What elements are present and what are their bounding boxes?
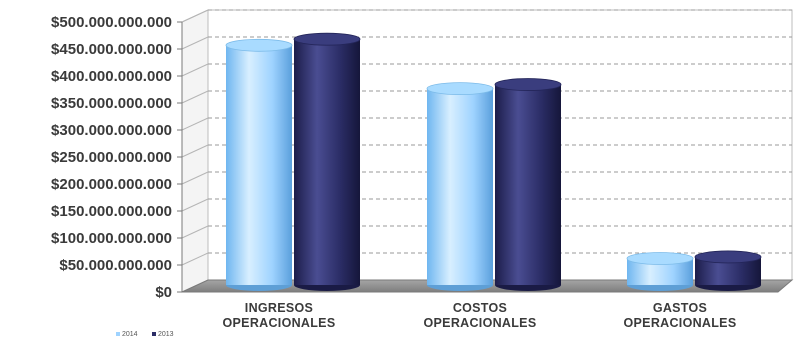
gridline-side bbox=[181, 36, 209, 50]
y-tick-label: $100.000.000.000 bbox=[51, 230, 172, 247]
y-tick-label: $0 bbox=[155, 284, 172, 301]
y-tick-label: $450.000.000.000 bbox=[51, 41, 172, 58]
bar-top bbox=[293, 32, 361, 46]
bar-body bbox=[226, 45, 292, 285]
legend-swatch bbox=[116, 332, 120, 336]
gridline-side bbox=[181, 63, 209, 77]
bar-top bbox=[426, 82, 494, 96]
bar-2014-2 bbox=[426, 82, 494, 291]
y-tick-label: $50.000.000.000 bbox=[59, 257, 172, 274]
gridlines bbox=[181, 9, 792, 266]
bar-top bbox=[626, 252, 694, 265]
legend-label: 2014 bbox=[122, 331, 138, 338]
legend-label: 2013 bbox=[158, 331, 174, 338]
gridline-side bbox=[181, 144, 209, 158]
gridline-side bbox=[181, 198, 209, 212]
x-tick-label: INGRESOS bbox=[245, 301, 313, 315]
bars bbox=[225, 32, 762, 291]
y-tick-label: $300.000.000.000 bbox=[51, 122, 172, 139]
legend: 2014 2013 bbox=[116, 331, 174, 338]
bar-body bbox=[427, 88, 493, 286]
bar-top bbox=[694, 250, 762, 264]
legend-swatch bbox=[152, 332, 156, 336]
gridline-side bbox=[181, 90, 209, 104]
y-tick-label: $400.000.000.000 bbox=[51, 68, 172, 85]
bar-2013-2 bbox=[494, 78, 562, 291]
y-tick-label: $250.000.000.000 bbox=[51, 149, 172, 166]
x-tick-label: OPERACIONALES bbox=[624, 316, 737, 330]
bar-2013-3 bbox=[694, 250, 762, 291]
gridline-side bbox=[181, 252, 209, 266]
y-tick-label: $200.000.000.000 bbox=[51, 176, 172, 193]
x-tick-label: GASTOS bbox=[653, 301, 707, 315]
bar-body bbox=[294, 39, 360, 286]
x-axis: INGRESOSOPERACIONALESCOSTOSOPERACIONALES… bbox=[223, 301, 737, 330]
bar-2013-1 bbox=[293, 32, 361, 291]
x-tick-label: COSTOS bbox=[453, 301, 507, 315]
gridline-side bbox=[181, 117, 209, 131]
y-axis: $0 $50.000.000.000 $100.000.000.000 $150.00… bbox=[51, 14, 183, 301]
gridline-side bbox=[181, 171, 209, 185]
y-tick-label: $500.000.000.000 bbox=[51, 14, 172, 31]
y-tick-label: $150.000.000.000 bbox=[51, 203, 172, 220]
bar-2014-3 bbox=[626, 252, 694, 291]
y-tick-label: $350.000.000.000 bbox=[51, 95, 172, 112]
x-tick-label: OPERACIONALES bbox=[223, 316, 336, 330]
bar-top bbox=[225, 38, 293, 52]
gridline-side bbox=[181, 9, 209, 23]
x-tick-label: OPERACIONALES bbox=[424, 316, 537, 330]
gridline-side bbox=[181, 225, 209, 239]
bar-body bbox=[495, 84, 561, 285]
bar-top bbox=[494, 78, 562, 91]
bar-2014-1 bbox=[225, 38, 293, 291]
